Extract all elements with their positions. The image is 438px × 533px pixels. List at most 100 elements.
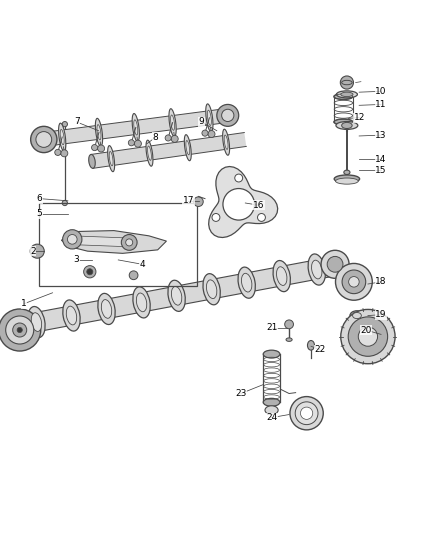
Ellipse shape: [341, 92, 353, 96]
Circle shape: [327, 256, 343, 272]
Ellipse shape: [263, 350, 280, 358]
Circle shape: [129, 271, 138, 280]
Text: 15: 15: [375, 166, 387, 175]
Ellipse shape: [171, 286, 182, 305]
Text: 16: 16: [253, 201, 264, 209]
Polygon shape: [43, 108, 229, 147]
Text: 1: 1: [21, 299, 27, 308]
Circle shape: [62, 122, 67, 127]
Circle shape: [202, 130, 208, 136]
Circle shape: [340, 76, 353, 89]
Circle shape: [321, 251, 349, 278]
Ellipse shape: [336, 178, 358, 184]
Ellipse shape: [134, 120, 138, 135]
Circle shape: [336, 263, 372, 300]
Circle shape: [84, 265, 96, 278]
Circle shape: [134, 140, 141, 147]
Text: 11: 11: [375, 100, 387, 109]
Circle shape: [92, 144, 98, 151]
Ellipse shape: [263, 398, 280, 406]
Text: 9: 9: [198, 117, 205, 126]
Ellipse shape: [308, 254, 325, 285]
Ellipse shape: [184, 135, 191, 161]
Circle shape: [55, 149, 61, 156]
Ellipse shape: [98, 293, 115, 325]
Ellipse shape: [273, 261, 290, 292]
Circle shape: [217, 104, 239, 126]
Ellipse shape: [170, 115, 175, 130]
Ellipse shape: [97, 125, 101, 140]
Ellipse shape: [342, 123, 352, 128]
Text: 2: 2: [30, 247, 35, 256]
Text: 6: 6: [36, 194, 42, 203]
Circle shape: [212, 214, 220, 221]
Polygon shape: [16, 257, 335, 335]
Circle shape: [290, 397, 323, 430]
Circle shape: [222, 109, 234, 122]
Text: 21: 21: [266, 324, 277, 332]
Text: 22: 22: [314, 345, 325, 354]
Text: 8: 8: [152, 133, 159, 142]
Circle shape: [121, 235, 137, 251]
Circle shape: [258, 214, 265, 221]
Circle shape: [67, 235, 77, 244]
Ellipse shape: [28, 306, 45, 338]
Circle shape: [30, 244, 44, 258]
Ellipse shape: [89, 155, 95, 168]
Text: 20: 20: [360, 326, 371, 335]
Text: 13: 13: [375, 131, 387, 140]
Ellipse shape: [353, 312, 361, 319]
Ellipse shape: [186, 141, 190, 155]
Ellipse shape: [130, 273, 138, 277]
Text: 24: 24: [266, 413, 277, 422]
Circle shape: [31, 126, 57, 152]
Text: 14: 14: [375, 155, 387, 164]
Text: 18: 18: [375, 277, 387, 286]
Ellipse shape: [34, 246, 41, 257]
Circle shape: [285, 320, 293, 329]
Ellipse shape: [41, 133, 47, 147]
Ellipse shape: [336, 122, 358, 130]
Polygon shape: [208, 166, 278, 238]
Circle shape: [0, 309, 41, 351]
Circle shape: [62, 200, 67, 206]
Circle shape: [165, 135, 171, 141]
Ellipse shape: [146, 140, 153, 166]
Circle shape: [13, 323, 27, 337]
Ellipse shape: [132, 114, 139, 141]
Circle shape: [63, 230, 82, 249]
Ellipse shape: [109, 151, 113, 166]
Circle shape: [98, 145, 105, 152]
Circle shape: [194, 197, 203, 206]
Polygon shape: [91, 133, 246, 168]
Ellipse shape: [168, 280, 185, 311]
Circle shape: [223, 189, 254, 220]
Bar: [39, 203, 197, 286]
Circle shape: [358, 327, 378, 346]
Ellipse shape: [334, 175, 360, 183]
Ellipse shape: [101, 300, 112, 318]
Circle shape: [342, 270, 366, 294]
Ellipse shape: [265, 406, 278, 415]
Circle shape: [348, 317, 388, 356]
Ellipse shape: [63, 300, 80, 331]
Circle shape: [341, 310, 395, 364]
Ellipse shape: [206, 104, 213, 132]
Circle shape: [208, 131, 215, 138]
Circle shape: [87, 269, 93, 275]
Ellipse shape: [169, 109, 176, 136]
Ellipse shape: [286, 338, 292, 342]
Ellipse shape: [307, 341, 314, 350]
Ellipse shape: [203, 273, 220, 305]
Ellipse shape: [206, 280, 217, 298]
Circle shape: [300, 407, 313, 419]
Text: 23: 23: [235, 389, 247, 398]
Polygon shape: [72, 236, 129, 247]
Circle shape: [295, 402, 318, 425]
Text: 7: 7: [74, 117, 80, 126]
Circle shape: [61, 150, 68, 157]
Ellipse shape: [334, 119, 353, 125]
Ellipse shape: [66, 306, 77, 325]
Text: 5: 5: [36, 209, 42, 219]
Text: 3: 3: [74, 255, 80, 264]
